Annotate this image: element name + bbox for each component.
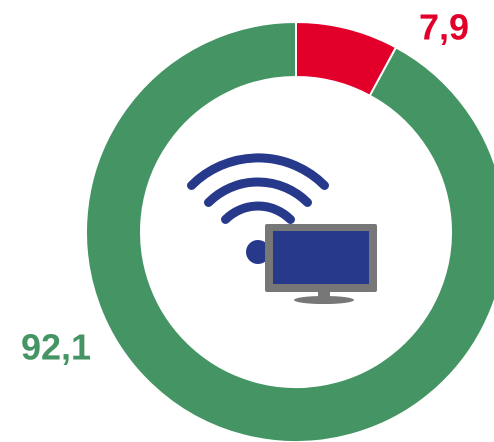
wifi-arc bbox=[187, 153, 329, 190]
wifi-arc bbox=[204, 177, 312, 207]
data-label: 7,9 bbox=[419, 7, 469, 48]
donut-segment bbox=[85, 20, 494, 442]
wifi-dot bbox=[246, 240, 270, 264]
wifi-tv-icon bbox=[187, 153, 377, 304]
wifi-arc bbox=[221, 201, 295, 224]
tv-base bbox=[294, 296, 354, 304]
tv-neck bbox=[318, 292, 330, 299]
tv-screen bbox=[273, 231, 369, 284]
data-label: 92,1 bbox=[21, 327, 91, 368]
